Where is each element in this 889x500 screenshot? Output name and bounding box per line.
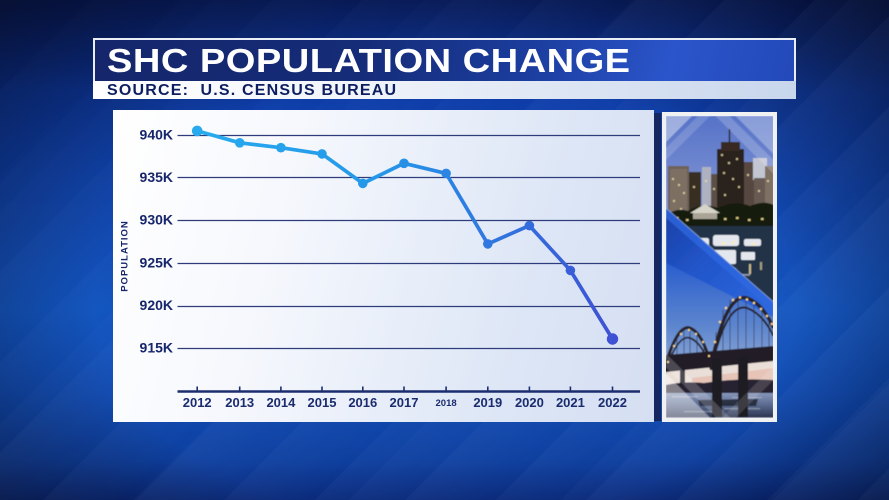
svg-text:2013: 2013	[225, 395, 254, 410]
svg-text:925K: 925K	[140, 254, 173, 270]
svg-text:940K: 940K	[140, 127, 173, 143]
svg-text:2019: 2019	[473, 395, 502, 410]
svg-text:920K: 920K	[140, 297, 173, 313]
svg-text:2021: 2021	[556, 395, 585, 410]
svg-text:2018: 2018	[436, 398, 457, 409]
svg-text:2017: 2017	[390, 395, 419, 410]
svg-text:POPULATION: POPULATION	[120, 220, 131, 292]
svg-text:2016: 2016	[348, 395, 377, 410]
svg-text:935K: 935K	[140, 169, 173, 185]
svg-text:930K: 930K	[140, 212, 173, 228]
svg-text:2015: 2015	[308, 395, 337, 410]
svg-text:2012: 2012	[183, 395, 212, 410]
svg-text:2014: 2014	[266, 395, 296, 410]
svg-text:2022: 2022	[598, 395, 627, 410]
svg-text:915K: 915K	[140, 340, 173, 356]
svg-text:2020: 2020	[515, 395, 544, 410]
